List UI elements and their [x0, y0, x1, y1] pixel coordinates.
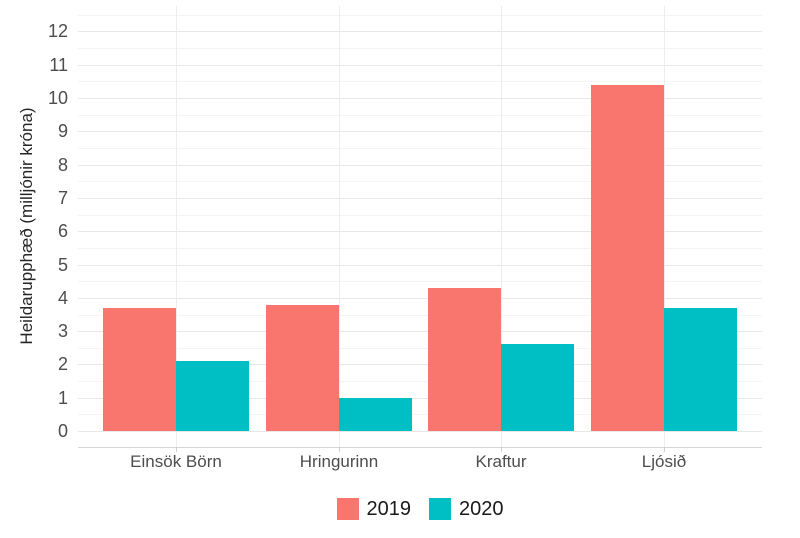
- major-gridline: [78, 231, 762, 233]
- minor-gridline: [78, 48, 762, 50]
- bar-2020-0: [176, 361, 249, 431]
- bar-2019-1: [266, 304, 339, 431]
- minor-gridline: [78, 414, 762, 416]
- minor-gridline: [78, 314, 762, 316]
- y-tick-label: 9: [57, 121, 68, 142]
- x-category-label: Kraftur: [475, 452, 527, 471]
- bar-2020-1: [339, 397, 412, 431]
- major-gridline: [78, 297, 762, 299]
- y-tick-label: 2: [57, 354, 68, 375]
- minor-gridline: [78, 281, 762, 283]
- y-tick-label: 8: [57, 154, 68, 175]
- legend-label: 2019: [366, 497, 412, 520]
- y-tick-label: 1: [57, 387, 68, 408]
- x-category-label: Hringurinn: [299, 452, 379, 471]
- minor-gridline: [78, 81, 762, 83]
- minor-gridline: [78, 181, 762, 183]
- legend-swatch-2020: [429, 498, 451, 520]
- y-tick-label: 0: [57, 421, 68, 441]
- x-axis-tick: [339, 447, 340, 452]
- minor-gridline: [78, 381, 762, 383]
- legend-swatch-2019: [336, 498, 359, 520]
- x-category-label: Ljósið: [641, 452, 687, 471]
- major-gridline: [78, 164, 762, 166]
- bar-2019-3: [591, 84, 664, 431]
- y-tick-label: 12: [47, 21, 68, 42]
- category-gridline: [339, 6, 340, 447]
- bar-2019-2: [428, 287, 501, 431]
- major-gridline: [78, 264, 762, 266]
- minor-gridline: [78, 347, 762, 349]
- legend: 2019 2020: [78, 495, 762, 523]
- major-gridline: [78, 197, 762, 199]
- minor-gridline: [78, 114, 762, 116]
- major-gridline: [78, 431, 762, 432]
- y-tick-label: 10: [47, 88, 68, 108]
- major-gridline: [78, 397, 762, 399]
- major-gridline: [78, 364, 762, 366]
- x-axis-tick: [176, 447, 177, 452]
- y-tick-label: 6: [57, 221, 68, 242]
- minor-gridline: [78, 148, 762, 149]
- major-gridline: [78, 331, 762, 333]
- x-axis-tick: [664, 447, 665, 452]
- major-gridline: [78, 31, 762, 33]
- major-gridline: [78, 64, 762, 66]
- y-tick-label: 3: [57, 321, 68, 342]
- y-tick-label: 4: [57, 287, 68, 308]
- plot-panel: [78, 6, 762, 452]
- bar-2020-3: [664, 307, 737, 431]
- minor-gridline: [78, 14, 762, 16]
- bar-2019-0: [103, 307, 176, 431]
- category-gridline: [664, 6, 665, 447]
- y-tick-label: 5: [57, 254, 68, 275]
- legend-item-2020: 2020: [429, 498, 504, 521]
- legend-label: 2020: [459, 497, 504, 520]
- category-gridline: [176, 6, 177, 447]
- major-gridline: [78, 98, 762, 99]
- legend-item-2019: 2019: [336, 497, 412, 521]
- y-tick-label: 7: [57, 187, 68, 208]
- minor-gridline: [78, 214, 762, 216]
- bar-2020-2: [501, 344, 574, 431]
- x-category-label: Einsök Börn: [130, 452, 222, 471]
- y-tick-label: 11: [49, 54, 68, 75]
- x-axis-tick: [501, 447, 502, 452]
- major-gridline: [78, 131, 762, 133]
- category-gridline: [501, 6, 502, 447]
- minor-gridline: [78, 247, 762, 249]
